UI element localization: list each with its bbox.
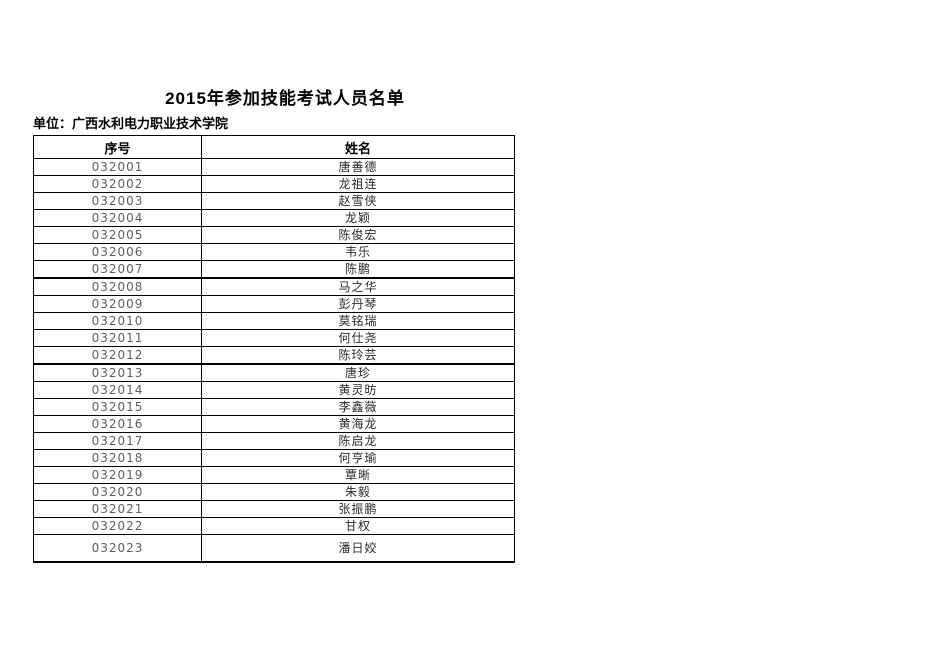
table-row: 032012 陈玲芸 [33, 346, 515, 365]
cell-name: 龙祖连 [201, 175, 515, 193]
cell-serial: 032018 [33, 449, 202, 467]
cell-serial: 032022 [33, 517, 202, 535]
cell-name: 何仕尧 [201, 329, 515, 347]
cell-serial: 032008 [33, 277, 202, 296]
table-header-row: 序号 姓名 [33, 135, 515, 159]
cell-name: 朱毅 [201, 483, 515, 501]
cell-name: 张振鹏 [201, 500, 515, 518]
cell-name: 覃晰 [201, 466, 515, 484]
table-row: 032014 黄灵昉 [33, 381, 515, 399]
table-row: 032011 何仕尧 [33, 329, 515, 347]
table-row: 032020 朱毅 [33, 483, 515, 501]
cell-serial: 032002 [33, 175, 202, 193]
cell-serial: 032003 [33, 192, 202, 210]
cell-serial: 032007 [33, 260, 202, 279]
cell-serial: 032021 [33, 500, 202, 518]
table-row: 032008 马之华 [33, 277, 515, 296]
cell-name: 马之华 [201, 277, 515, 296]
cell-serial: 032001 [33, 158, 202, 176]
cell-name: 陈启龙 [201, 432, 515, 450]
table-row: 032017 陈启龙 [33, 432, 515, 450]
cell-serial: 032023 [33, 534, 202, 563]
table-row: 032016 黄海龙 [33, 415, 515, 433]
table-row: 032003 赵雪侠 [33, 192, 515, 210]
page-title: 2015年参加技能考试人员名单 [165, 89, 405, 108]
cell-serial: 032019 [33, 466, 202, 484]
cell-serial: 032012 [33, 346, 202, 365]
cell-name: 龙颖 [201, 209, 515, 227]
table-row: 032023 潘日姣 [33, 534, 515, 563]
table-row: 032019 覃晰 [33, 466, 515, 484]
cell-name: 黄海龙 [201, 415, 515, 433]
table-row: 032007 陈鹏 [33, 260, 515, 279]
cell-name: 唐善德 [201, 158, 515, 176]
unit-label: 单位：广西水利电力职业技术学院 [33, 116, 229, 131]
cell-serial: 032013 [33, 363, 202, 382]
cell-name: 陈鹏 [201, 260, 515, 279]
table-row: 032015 李鑫薇 [33, 398, 515, 416]
cell-name: 韦乐 [201, 243, 515, 261]
cell-serial: 032016 [33, 415, 202, 433]
table-row: 032001 唐善德 [33, 158, 515, 176]
roster-table: 序号 姓名 032001 唐善德 032002 龙祖连 032003 赵雪侠 032004 龙… [33, 135, 515, 563]
cell-name: 陈玲芸 [201, 346, 515, 365]
cell-serial: 032006 [33, 243, 202, 261]
header-name: 姓名 [201, 135, 515, 159]
table-row: 032010 莫铭瑞 [33, 312, 515, 330]
cell-serial: 032014 [33, 381, 202, 399]
cell-name: 唐珍 [201, 363, 515, 382]
cell-serial: 032020 [33, 483, 202, 501]
table-row: 032013 唐珍 [33, 363, 515, 382]
cell-name: 彭丹琴 [201, 295, 515, 313]
table-row: 032022 甘权 [33, 517, 515, 535]
cell-name: 赵雪侠 [201, 192, 515, 210]
cell-name: 甘权 [201, 517, 515, 535]
table-row: 032018 何亨瑜 [33, 449, 515, 467]
table-row: 032021 张振鹏 [33, 500, 515, 518]
cell-name: 黄灵昉 [201, 381, 515, 399]
cell-name: 莫铭瑞 [201, 312, 515, 330]
header-serial: 序号 [33, 135, 202, 159]
cell-name: 何亨瑜 [201, 449, 515, 467]
cell-serial: 032015 [33, 398, 202, 416]
table-row: 032004 龙颖 [33, 209, 515, 227]
cell-serial: 032011 [33, 329, 202, 347]
table-row: 032005 陈俊宏 [33, 226, 515, 244]
cell-serial: 032005 [33, 226, 202, 244]
table-row: 032009 彭丹琴 [33, 295, 515, 313]
cell-serial: 032009 [33, 295, 202, 313]
cell-name: 陈俊宏 [201, 226, 515, 244]
table-row: 032002 龙祖连 [33, 175, 515, 193]
cell-name: 潘日姣 [201, 534, 515, 563]
cell-serial: 032010 [33, 312, 202, 330]
cell-serial: 032004 [33, 209, 202, 227]
cell-serial: 032017 [33, 432, 202, 450]
cell-name: 李鑫薇 [201, 398, 515, 416]
table-row: 032006 韦乐 [33, 243, 515, 261]
